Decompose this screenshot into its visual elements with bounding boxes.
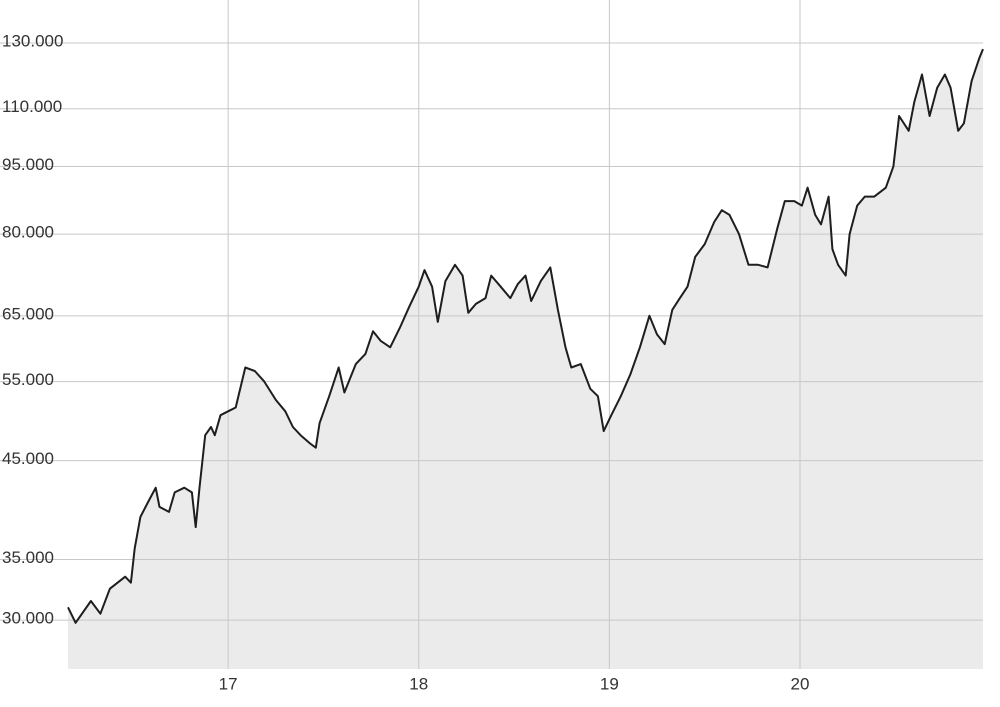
y-tick-label: 35.000: [2, 548, 54, 567]
y-tick-label: 130.000: [2, 31, 63, 50]
y-tick-label: 55.000: [2, 370, 54, 389]
area: [68, 49, 983, 670]
y-tick-label: 30.000: [2, 609, 54, 628]
x-tick-label: 17: [219, 674, 238, 693]
x-tick-label: 19: [600, 674, 619, 693]
y-tick-label: 95.000: [2, 155, 54, 174]
y-tick-label: 80.000: [2, 223, 54, 242]
y-tick-label: 45.000: [2, 449, 54, 468]
y-tick-label: 65.000: [2, 304, 54, 323]
line: [67, 48, 984, 624]
x-tick-label: 20: [791, 674, 810, 693]
x-tick-label: 18: [409, 674, 428, 693]
y-tick-label: 110.000: [2, 97, 62, 116]
